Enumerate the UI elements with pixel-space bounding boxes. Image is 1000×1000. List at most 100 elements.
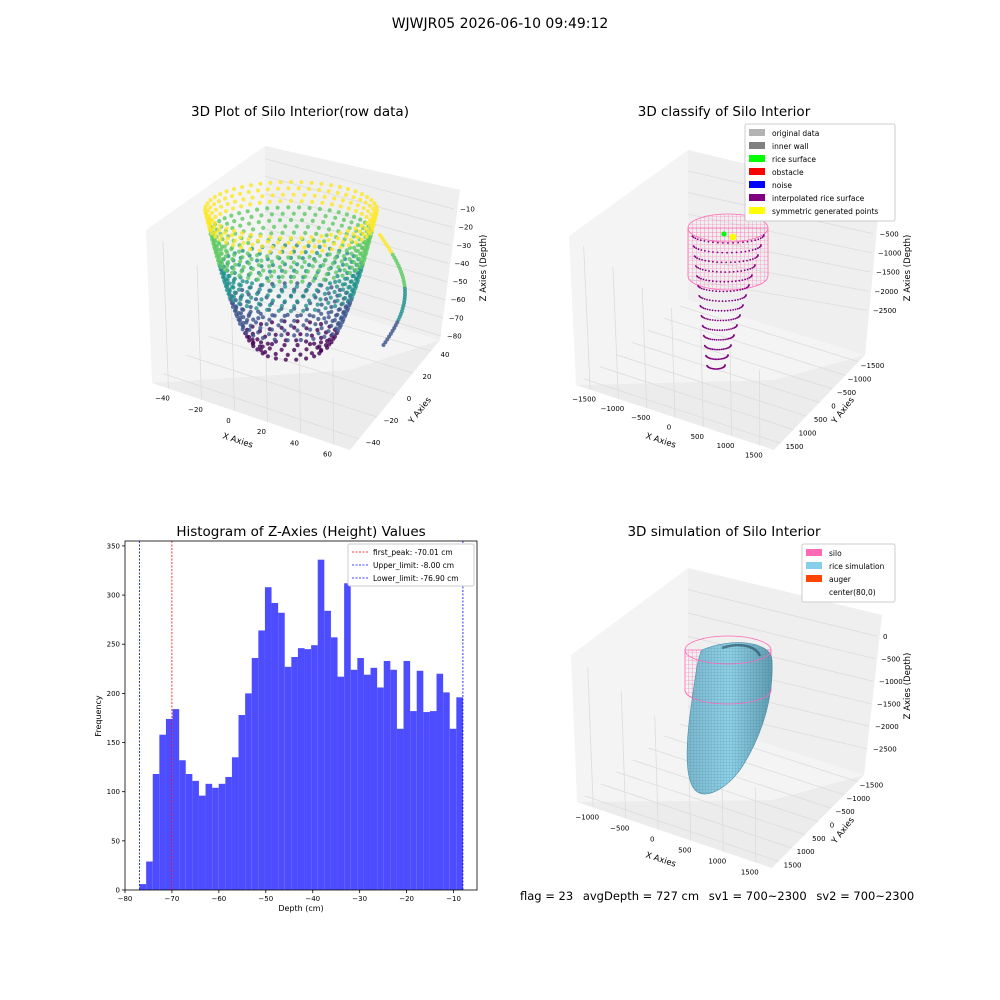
panel1-point [312,341,317,346]
panel1-point [241,320,246,326]
panel2-point [738,279,741,282]
panel2-point [723,309,726,312]
panel1-point [292,347,297,353]
panel1-point [307,320,313,325]
panel1-z-tick-6: −70 [449,314,464,322]
histogram-x-tick-label: −70 [165,895,180,903]
panel1-point [241,197,246,202]
panel1-point [304,307,309,312]
panel2-silo-cylinder [687,213,769,291]
panel1-point [250,242,255,247]
panel1-point [279,325,284,330]
panel1-point [256,330,261,335]
panel1-point [353,189,358,194]
panel1-point [279,347,284,352]
panel1-point [251,333,256,338]
histogram-bar [139,884,147,890]
panel1-point [261,225,266,230]
panel1-point [255,188,261,193]
panel2-point [740,270,743,272]
histogram-bar [311,645,318,890]
panel2-point [722,357,724,360]
panel1-point [345,276,350,281]
panel2-point [713,348,715,351]
panel1-point [232,252,237,257]
panel1-point [265,239,270,244]
panel2-point [702,307,705,310]
panel1-point [231,186,237,192]
panel1-point [246,313,251,318]
panel1-point [209,231,214,236]
histogram-bar [410,711,417,890]
panel1-point [345,290,350,295]
panel1-point [295,262,300,267]
panel1-point [313,259,318,264]
panel4-x-tick-1: −500 [610,825,629,833]
panel1-z-tick-0: −10 [460,206,475,214]
panel2-point [712,358,715,360]
panel2-point [694,237,697,240]
panel1-point [319,335,324,340]
panel1-point [223,230,228,235]
histogram-legend-box [347,543,475,587]
panel2-point [739,298,742,300]
panel1-point [299,218,305,223]
panel2-point [692,245,695,248]
panel1-point [285,352,290,357]
panel1-point [237,235,243,240]
panel1-point [381,343,386,347]
panel2-point [752,258,754,260]
panel1-point [358,217,363,222]
panel1-point [216,199,222,204]
panel2-rice-surface-marker [721,231,727,237]
panel1-point [335,298,340,303]
panel1-point [286,205,291,210]
panel2-point [698,276,700,279]
panel1-point [219,233,224,238]
panel1-point [307,186,312,192]
histogram-bar [212,787,219,890]
panel1-point [277,294,282,299]
panel1-point [246,240,251,246]
panel1-point [248,309,253,314]
panel1-point [295,343,300,348]
panel1-point [339,259,344,264]
panel1-point [231,206,236,211]
panel1-point [331,275,336,280]
panel1-point [248,271,253,276]
panel1-point [231,228,237,234]
panel1-point [324,233,329,238]
panel1-point [316,225,321,230]
panel4-y-tick-3: 0 [830,822,834,830]
panel2-point [698,295,701,297]
histogram-ylabel: Frequency [94,695,103,737]
panel2-point [722,290,725,293]
panel1-point [268,288,273,293]
panel2-point [705,289,708,291]
panel1-point [237,273,242,278]
panel1-point [272,269,277,274]
panel1-point [229,247,234,252]
panel1-point [280,245,286,250]
panel1-point [255,207,260,212]
panel1-point [291,192,296,197]
panel1-point [232,238,238,243]
histogram-bar [192,780,199,890]
panel1-point [307,342,313,347]
histogram-bar [231,757,239,890]
panel1-point [350,287,355,292]
panel1-point [322,277,327,282]
panel1-point [361,206,366,211]
panel1-point [238,311,244,316]
panel1-point [305,224,310,229]
panel1-point [255,347,260,352]
panel1-point [330,221,335,226]
panel1-point [249,281,255,286]
panel4-legend-swatch [806,562,822,569]
panel1-point [323,257,328,262]
panel1-point [202,207,208,213]
panel1-point [297,255,302,260]
panel1-point [219,247,224,252]
panel2-point [694,265,697,267]
panel2-point [761,236,764,239]
